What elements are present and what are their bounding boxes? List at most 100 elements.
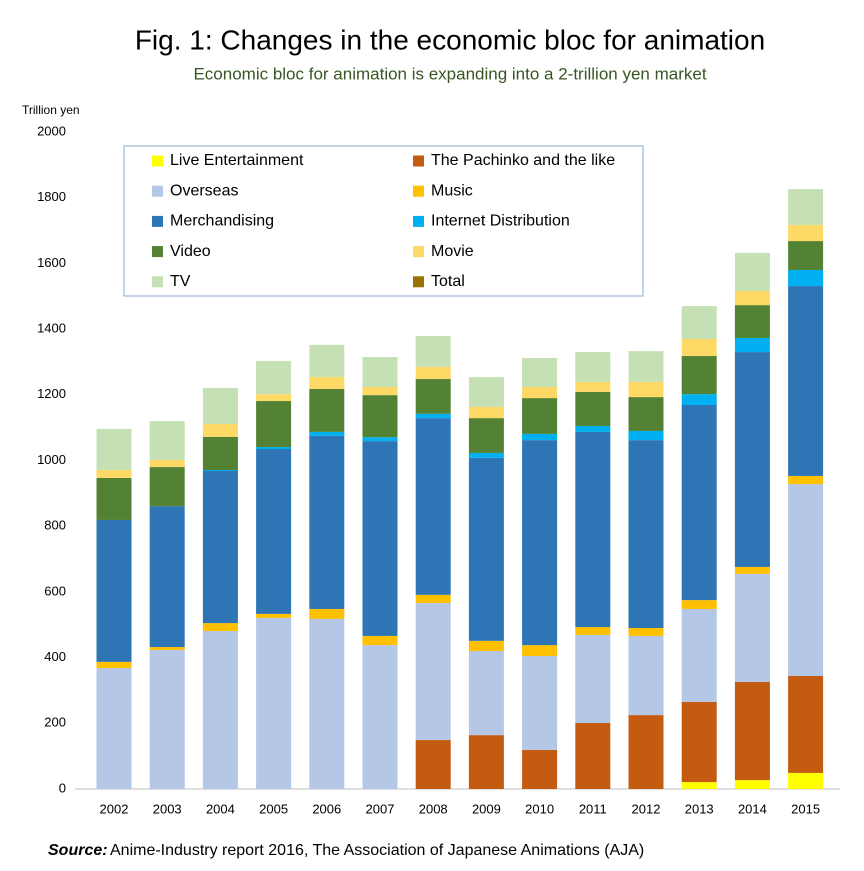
bar-segment [362,437,398,442]
x-tick-label: 2002 [100,801,129,816]
x-tick-label: 2004 [206,801,235,816]
y-tick-label: 1000 [37,452,66,467]
y-tick-label: 800 [44,518,66,533]
chart-title: Fig. 1: Changes in the economic bloc for… [135,24,765,55]
bar-segment [628,351,664,382]
bar-segment [788,475,824,485]
y-axis-label: Trillion yen [22,103,80,117]
bar-segment [202,470,238,472]
x-tick-label: 2007 [366,801,395,816]
legend-swatch [413,185,424,197]
bar-segment [96,428,132,471]
bar-segment [681,701,717,783]
source-text: Anime-Industry report 2016, The Associat… [110,842,644,859]
bar-segment [202,623,238,631]
bar-segment [149,467,185,507]
bar-segment [681,306,717,339]
bar-segment [96,661,132,669]
legend-swatch [413,276,424,288]
bar-segment [468,418,504,453]
y-tick-label: 1200 [37,386,66,401]
bar-segment [149,650,185,789]
bar-segment [522,386,558,399]
bar-segment [362,635,398,646]
bar-segment [96,519,132,662]
y-tick-label: 2000 [37,123,66,138]
bar-segment [256,617,292,789]
bar-segment [734,337,770,353]
bar-segment [149,421,185,460]
bar-segment [681,608,717,702]
bar-segment [628,440,664,629]
y-tick-label: 1400 [37,321,66,336]
bar-segment [415,335,451,367]
bar-segment [256,394,292,402]
bar-segment [628,381,664,398]
x-tick-label: 2011 [579,801,607,816]
bar-segment [788,484,824,676]
bar-segment [788,189,824,225]
bar-segment [202,424,238,437]
bar-segment [628,397,664,431]
bar-segment [362,441,398,636]
bar-segment [681,600,717,609]
bar-segment [734,566,770,574]
bar-segment [256,613,292,618]
y-tick-label: 0 [59,780,66,795]
bar-segment [522,655,558,750]
bar-segment [734,252,770,291]
legend-label: Live Entertainment [170,152,304,169]
legend-box [123,145,644,297]
x-tick-label: 2010 [525,801,554,816]
x-tick-label: 2012 [632,801,661,816]
bar-segment [628,715,664,789]
source-label: Source: [48,842,108,859]
bar-segment [256,401,292,448]
bar-segment [415,366,451,380]
bar-segment [575,627,611,635]
bar-segment [628,635,664,716]
y-tick-label: 400 [44,649,66,664]
bar-segment [202,436,238,471]
bar-segment [468,377,504,407]
bar-segment [362,395,398,438]
bar-segment [734,305,770,338]
bar-segment [309,344,345,378]
x-tick-label: 2008 [419,801,448,816]
legend-swatch [413,155,424,167]
bar-segment [734,681,770,781]
bar-segment [309,608,345,619]
bar-segment [788,772,824,789]
bar-segment [681,782,717,789]
bar-segment [575,634,611,723]
bar-segment [415,418,451,595]
bar-segment [575,352,611,382]
bar-segment [468,640,504,652]
legend-swatch [413,215,424,227]
x-tick-label: 2009 [472,801,501,816]
bar-segment [734,573,770,682]
bar-segment [96,668,132,789]
legend-label: The Pachinko and the like [431,152,615,169]
x-tick-label: 2006 [312,801,341,816]
y-tick-label: 1600 [37,255,66,270]
bar-segment [522,749,558,789]
bar-segment [362,386,398,396]
legend-label: Video [170,243,211,260]
bar-segment [256,360,292,395]
bar-segment [681,356,717,395]
bar-segment [522,398,558,434]
bar-segment [309,435,345,609]
legend-label: Merchandising [170,213,274,230]
bar-segment [468,406,504,419]
bar-segment [256,449,292,614]
bar-segment [362,357,398,387]
legend-label: Movie [431,243,474,260]
bar-segment [149,459,185,468]
bar-segment [415,740,451,789]
legend-label: Overseas [170,182,238,199]
legend-swatch [413,246,424,258]
bar-segment [788,269,824,287]
legend-swatch [152,276,163,288]
